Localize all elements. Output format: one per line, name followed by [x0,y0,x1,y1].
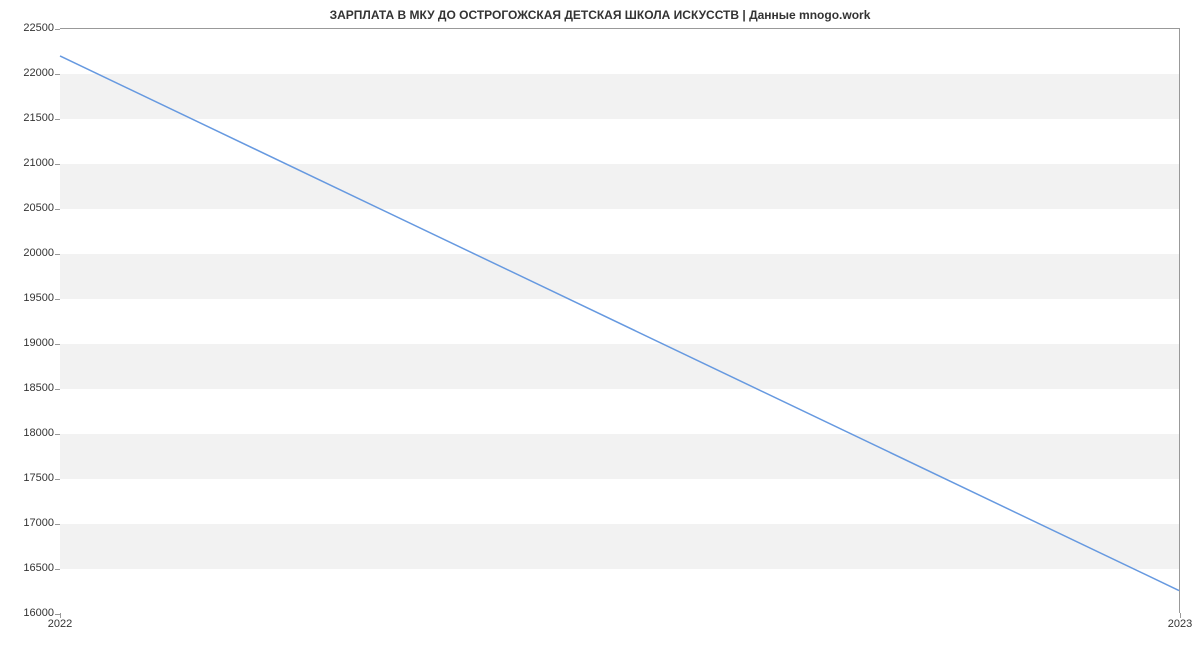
y-tick-label: 18500 [4,382,54,394]
y-tick-label: 17000 [4,517,54,529]
y-tick-mark [55,299,60,300]
y-tick-label: 22500 [4,22,54,34]
y-tick-label: 16000 [4,607,54,619]
x-tick-label: 2023 [1168,618,1192,630]
line-layer [60,29,1179,613]
y-tick-mark [55,344,60,345]
y-tick-label: 22000 [4,67,54,79]
y-tick-mark [55,524,60,525]
x-tick-label: 2022 [48,618,72,630]
y-tick-label: 20500 [4,202,54,214]
y-tick-mark [55,569,60,570]
y-tick-mark [55,389,60,390]
y-tick-label: 19500 [4,292,54,304]
y-tick-mark [55,479,60,480]
y-tick-label: 20000 [4,247,54,259]
y-tick-mark [55,74,60,75]
plot-area [60,28,1180,613]
x-tick-mark [1180,613,1181,618]
chart-title: ЗАРПЛАТА В МКУ ДО ОСТРОГОЖСКАЯ ДЕТСКАЯ Ш… [0,8,1200,22]
chart-container: 1600016500170001750018000185001900019500… [60,28,1180,613]
y-tick-mark [55,434,60,435]
y-tick-mark [55,164,60,165]
y-tick-mark [55,254,60,255]
y-tick-mark [55,209,60,210]
y-tick-label: 19000 [4,337,54,349]
y-tick-label: 21500 [4,112,54,124]
x-tick-mark [60,613,61,618]
y-tick-label: 16500 [4,562,54,574]
series-line [60,56,1179,591]
y-tick-mark [55,119,60,120]
y-tick-label: 21000 [4,157,54,169]
y-tick-label: 18000 [4,427,54,439]
y-tick-mark [55,29,60,30]
y-tick-label: 17500 [4,472,54,484]
